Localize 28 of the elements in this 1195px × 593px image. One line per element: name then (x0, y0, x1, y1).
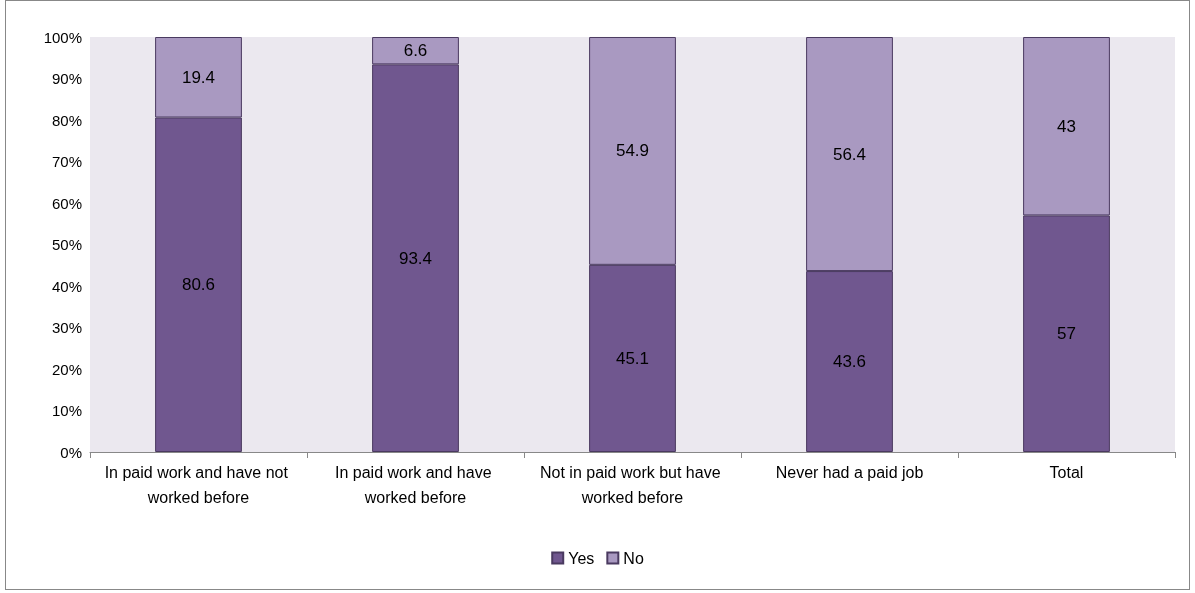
y-tick-label: 60% (51, 194, 82, 212)
y-tick-label: 90% (51, 70, 82, 87)
x-tick-label: Not in paid work but have worked before (540, 464, 725, 506)
data-label: 43 (1057, 116, 1076, 136)
data-label: 56.4 (832, 144, 867, 164)
y-tick-label: 100% (43, 28, 82, 46)
y-tick-label: 40% (51, 277, 82, 295)
data-label: 19.4 (181, 67, 216, 87)
y-tick-label: 50% (51, 236, 82, 253)
data-label: 80.6 (181, 275, 216, 295)
y-tick-label: 30% (51, 319, 82, 336)
data-label: 93.4 (398, 248, 433, 268)
y-tick-label: 80% (51, 111, 82, 129)
y-tick-label: 20% (51, 360, 82, 378)
x-tick-label: In paid work and have not worked before (104, 464, 293, 506)
data-label: 6.6 (403, 41, 428, 61)
legend-label: Yes (568, 549, 595, 567)
y-tick-label: 0% (60, 443, 82, 461)
x-tick-label: Never had a paid job (775, 464, 924, 481)
data-label: 54.9 (615, 141, 650, 161)
data-label: 43.6 (832, 352, 867, 372)
y-tick-label: 10% (51, 402, 82, 419)
y-tick-label: 70% (51, 153, 82, 170)
data-label: 45.1 (615, 348, 650, 368)
x-tick-label: In paid work and have worked before (335, 464, 496, 506)
data-label: 57 (1057, 324, 1076, 344)
legend-label: No (623, 549, 644, 567)
x-tick-label: Total (1049, 464, 1084, 481)
